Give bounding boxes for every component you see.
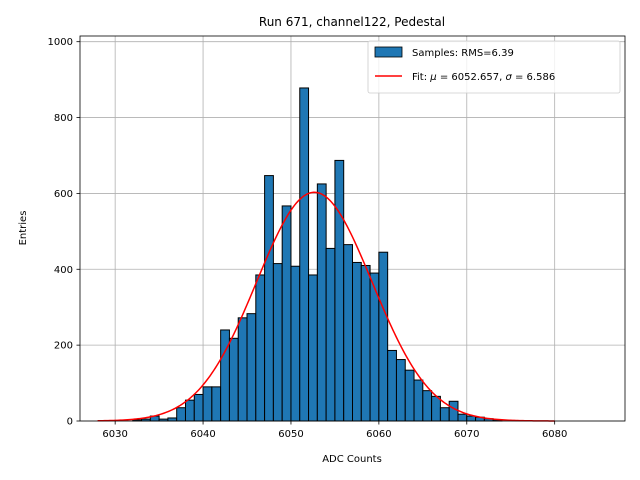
x-axis-label: ADC Counts: [322, 454, 382, 465]
x-tick-label: 6080: [542, 429, 567, 440]
histogram-bar: [466, 415, 477, 422]
histogram-bar: [352, 261, 362, 422]
histogram-bar: [220, 329, 230, 422]
histogram-bars: [132, 87, 503, 422]
y-tick-label: 400: [54, 265, 73, 276]
y-tick-label: 0: [67, 417, 73, 428]
histogram-bar: [264, 175, 274, 422]
histogram-bar: [299, 87, 310, 422]
histogram-bar: [404, 369, 415, 422]
histogram-bar: [202, 386, 213, 422]
legend-label-samples: Samples: RMS=6.39: [412, 48, 514, 59]
histogram-bar: [457, 413, 468, 422]
histogram-bar: [439, 407, 450, 422]
legend-label-fit: Fit: μ = 6052.657, σ = 6.586: [412, 72, 555, 83]
histogram-bar: [422, 390, 433, 422]
histogram-bar: [431, 395, 441, 422]
histogram-bar: [308, 274, 318, 422]
fit-curve: [97, 191, 555, 422]
histogram-bar: [255, 274, 266, 422]
x-tick-label: 6040: [190, 429, 215, 440]
histogram-bar: [211, 386, 222, 422]
histogram-bar: [184, 399, 195, 422]
y-tick-label: 800: [54, 113, 73, 124]
x-tick-label: 6030: [102, 429, 127, 440]
histogram-bar: [193, 393, 204, 422]
x-tick-label: 6060: [366, 429, 391, 440]
histogram-bar: [360, 264, 371, 422]
y-tick-label: 600: [54, 189, 73, 200]
histogram-bar: [325, 247, 336, 422]
histogram-bar: [281, 205, 292, 422]
x-tick-label: 6050: [278, 429, 303, 440]
histogram-bar: [272, 263, 283, 422]
histogram-bar: [176, 407, 186, 422]
histogram-bar: [334, 159, 345, 422]
histogram-bar: [290, 265, 301, 422]
y-axis-label: Entries: [18, 211, 29, 246]
histogram-bar: [228, 337, 239, 422]
legend-box: [367, 40, 621, 94]
histogram-bar: [387, 349, 397, 422]
histogram-bar: [316, 183, 327, 422]
histogram-bar: [246, 313, 257, 422]
histogram-bar: [448, 400, 459, 422]
histogram-bar: [378, 251, 389, 422]
legend-swatch-samples: [374, 46, 403, 58]
plot-frame: [79, 35, 626, 422]
histogram-bar: [167, 417, 178, 422]
y-tick-label: 200: [54, 341, 73, 352]
y-tick-label: 1000: [48, 37, 73, 48]
histogram-bar: [395, 359, 406, 422]
axis-ticks: 6030 6040 6050 6060 6070 6080 0 200 400 600 800 100…: [48, 37, 568, 440]
chart-title: Run 671, channel122, Pedestal: [259, 15, 445, 29]
legend: Samples: RMS=6.39 Fit: μ = 6052.657, σ =…: [367, 40, 621, 94]
histogram-bar: [237, 317, 248, 422]
histogram-bar: [343, 244, 354, 422]
histogram-bar: [413, 379, 424, 422]
x-tick-label: 6070: [454, 429, 479, 440]
